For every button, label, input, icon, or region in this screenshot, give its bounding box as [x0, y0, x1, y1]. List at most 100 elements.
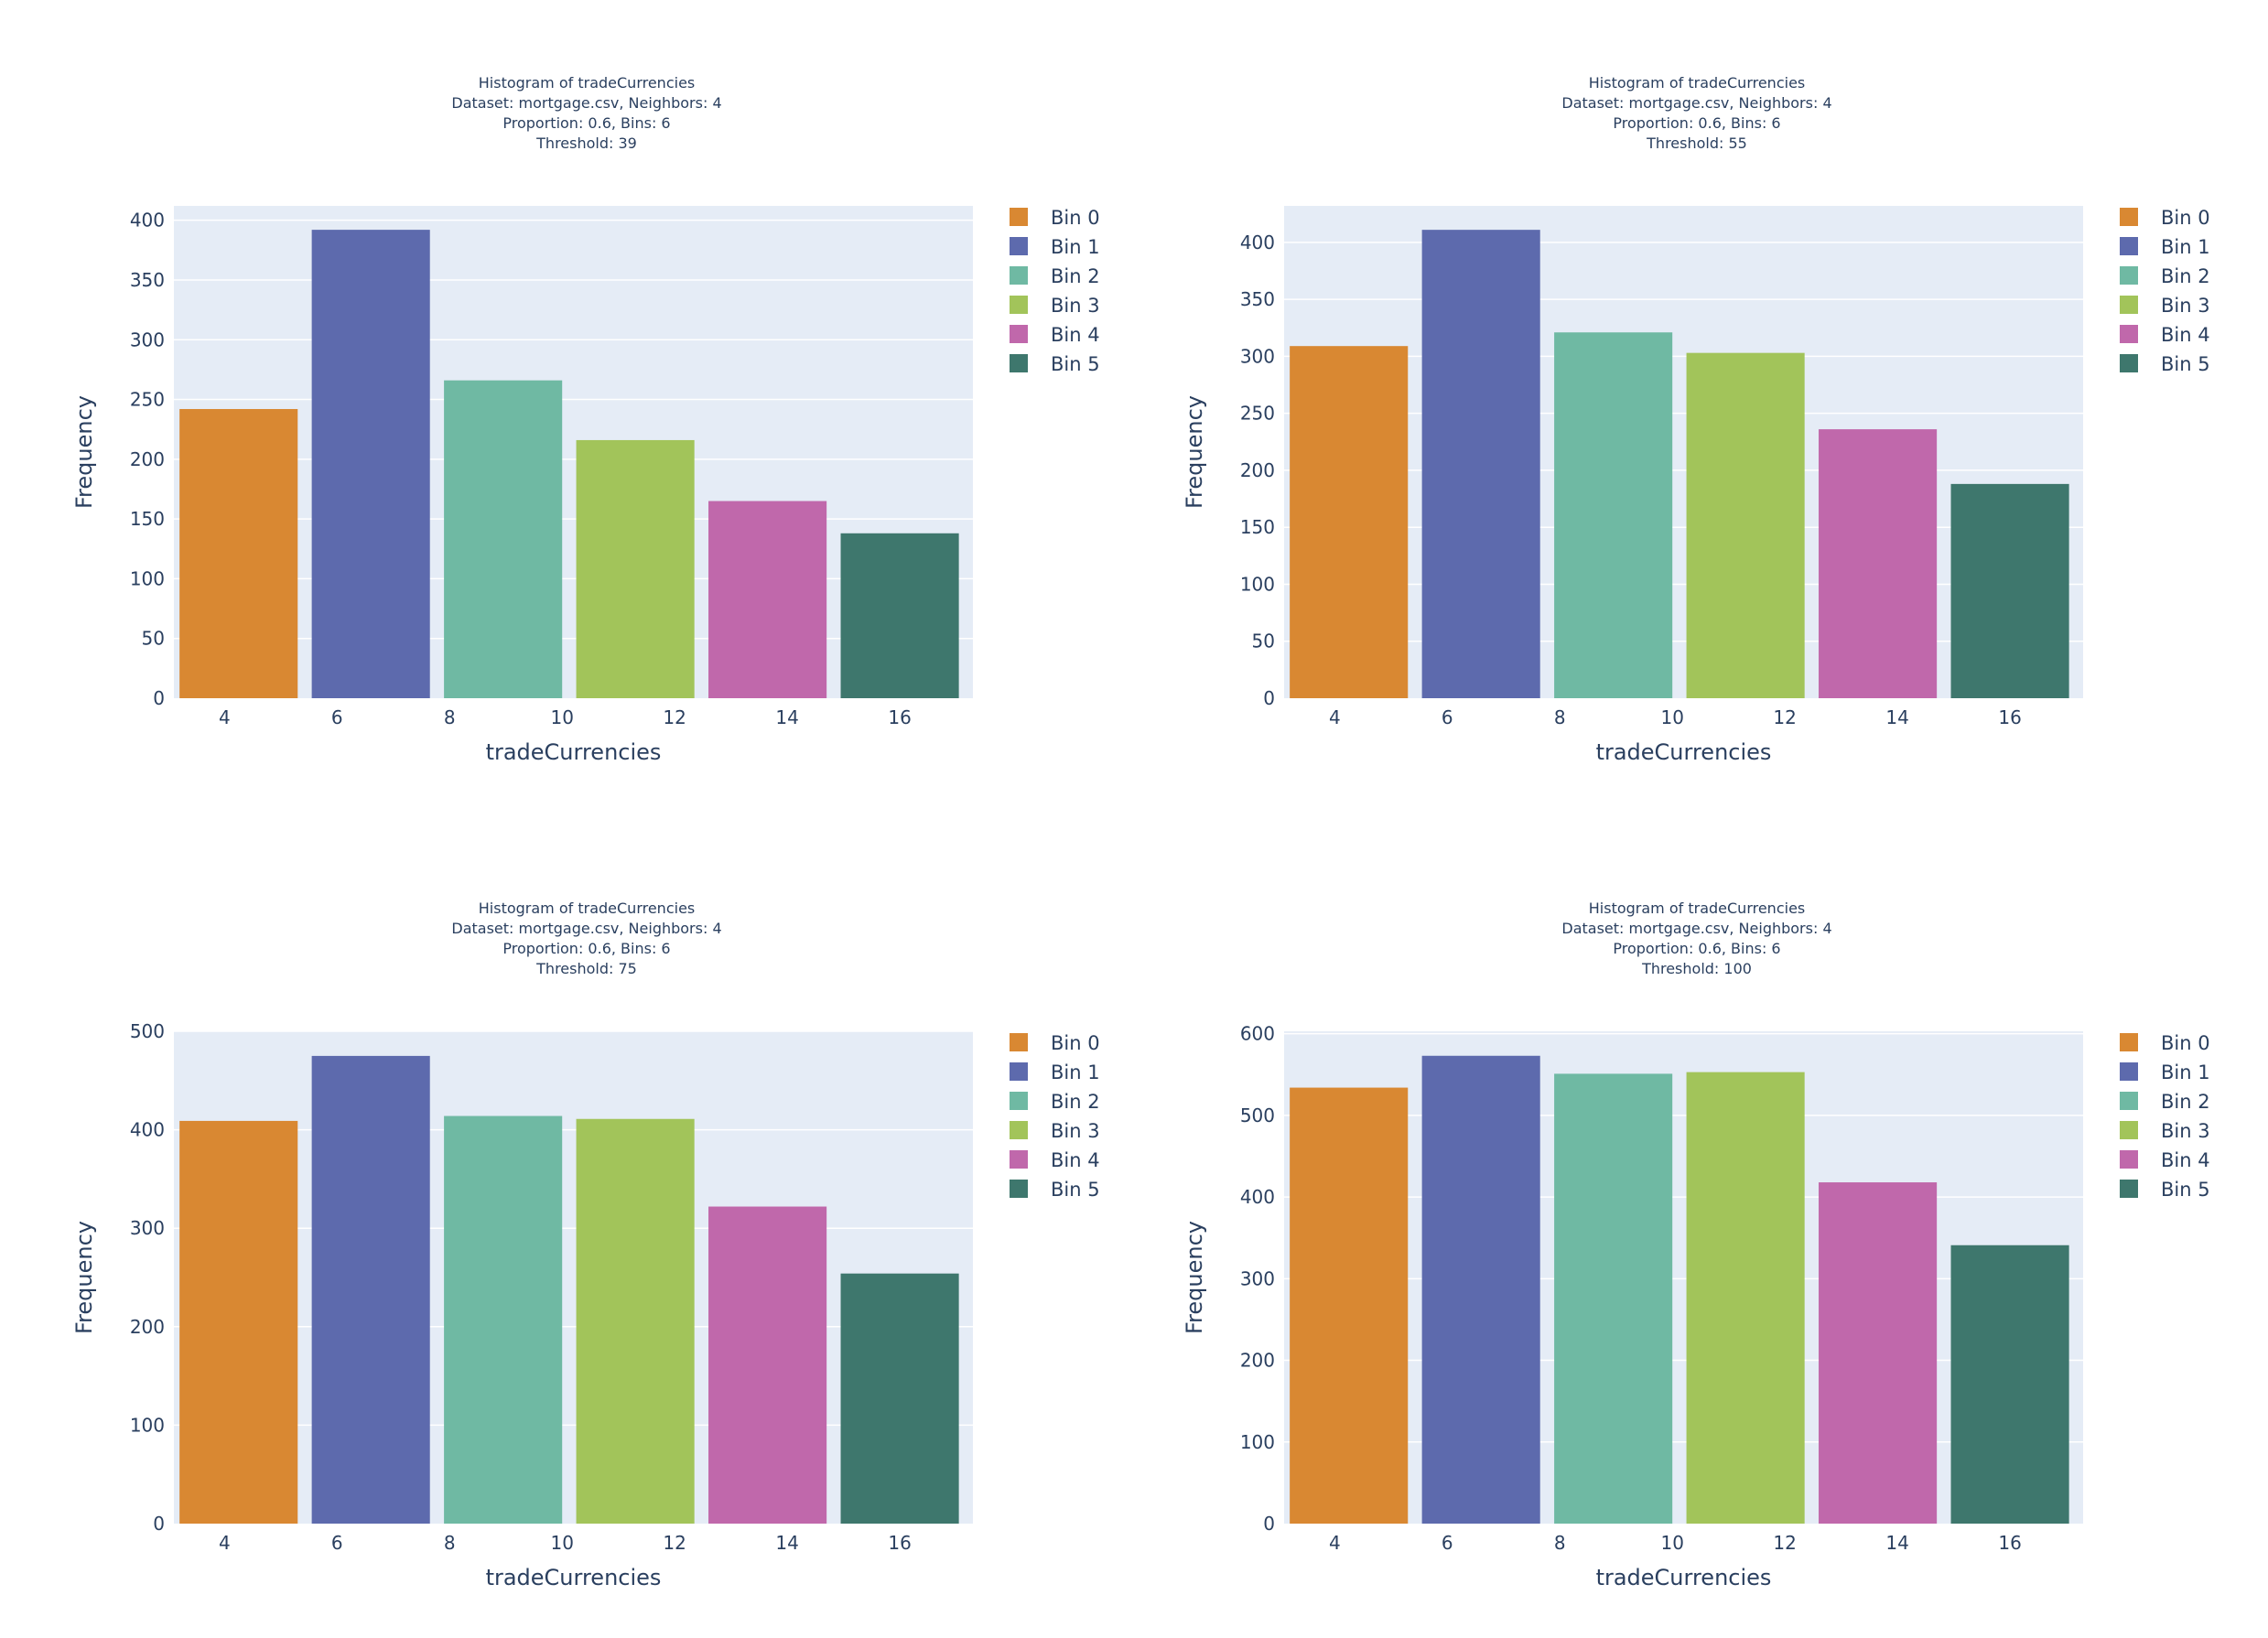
legend-swatch-4	[1010, 1150, 1028, 1169]
x-tick-label: 16	[1998, 706, 2021, 728]
legend: Bin 0 Bin 1 Bin 2 Bin 3 Bin 4 Bin 5	[1010, 1032, 1100, 1201]
y-axis-title: Frequency	[1182, 395, 1207, 509]
chart-title-line: Histogram of tradeCurrencies	[1589, 74, 1806, 92]
x-axis-title: tradeCurrencies	[486, 739, 662, 765]
chart-panel-3: Histogram of tradeCurrencies Dataset: mor…	[71, 900, 1100, 1590]
x-tick-label: 8	[444, 706, 456, 728]
legend-label-0: Bin 0	[1051, 1032, 1100, 1054]
y-tick-label: 500	[130, 1020, 165, 1042]
y-tick-label: 200	[130, 448, 165, 470]
bar-bin-5	[1950, 1245, 2069, 1524]
y-tick-label: 100	[1240, 1431, 1275, 1453]
bar-bin-5	[1950, 483, 2069, 698]
legend-swatch-1	[2120, 1062, 2138, 1081]
x-tick-label: 14	[1885, 706, 1908, 728]
chart-title-line: Threshold: 39	[535, 135, 637, 152]
chart-title-line: Proportion: 0.6, Bins: 6	[502, 940, 670, 957]
legend-swatch-3	[2120, 296, 2138, 314]
x-tick-label: 12	[1773, 1532, 1796, 1554]
y-tick-label: 100	[130, 567, 165, 589]
bar-bin-0	[1290, 346, 1409, 698]
x-tick-label: 6	[331, 1532, 343, 1554]
bar-bin-3	[576, 1118, 695, 1524]
legend-label-1: Bin 1	[1051, 236, 1100, 258]
legend-swatch-5	[2120, 1180, 2138, 1198]
y-tick-label: 400	[1240, 1186, 1275, 1208]
chart-title-line: Histogram of tradeCurrencies	[479, 900, 696, 917]
x-tick-label: 4	[219, 1532, 231, 1554]
x-tick-label: 10	[550, 1532, 573, 1554]
legend-label-2: Bin 2	[2161, 265, 2210, 287]
chart-title-line: Proportion: 0.6, Bins: 6	[1613, 114, 1780, 132]
bar-bin-1	[311, 1055, 430, 1524]
x-tick-label: 6	[1442, 706, 1453, 728]
legend-label-1: Bin 1	[1051, 1061, 1100, 1083]
legend-label-2: Bin 2	[2161, 1091, 2210, 1113]
y-tick-label: 0	[153, 687, 165, 709]
legend-swatch-5	[1010, 1180, 1028, 1198]
x-tick-label: 16	[888, 1532, 911, 1554]
y-axis-title: Frequency	[1182, 1221, 1207, 1334]
chart-panel-2: Histogram of tradeCurrencies Dataset: mor…	[1182, 74, 2210, 765]
x-tick-label: 8	[1554, 1532, 1566, 1554]
plot-area	[1284, 206, 2083, 698]
y-tick-label: 500	[1240, 1105, 1275, 1126]
legend-label-5: Bin 5	[2161, 1179, 2210, 1201]
chart-title-line: Histogram of tradeCurrencies	[1589, 900, 1806, 917]
legend-swatch-3	[2120, 1121, 2138, 1139]
bar-bin-5	[840, 533, 959, 698]
bar-bin-2	[444, 1115, 563, 1524]
x-tick-label: 16	[1998, 1532, 2021, 1554]
legend-swatch-1	[2120, 237, 2138, 255]
x-axis-title: tradeCurrencies	[1596, 739, 1772, 765]
y-tick-label: 150	[1240, 516, 1275, 538]
y-tick-label: 250	[1240, 403, 1275, 425]
x-tick-label: 12	[1773, 706, 1796, 728]
y-tick-label: 100	[1240, 573, 1275, 595]
chart-title-line: Threshold: 75	[535, 960, 637, 977]
legend-label-0: Bin 0	[2161, 207, 2210, 229]
y-axis-title: Frequency	[71, 395, 97, 509]
y-tick-label: 400	[130, 210, 165, 232]
legend-label-4: Bin 4	[2161, 324, 2210, 346]
chart-panel-1: Histogram of tradeCurrencies Dataset: mor…	[71, 74, 1100, 765]
x-tick-label: 8	[1554, 706, 1566, 728]
x-tick-label: 4	[1329, 706, 1341, 728]
bar-bin-0	[179, 1120, 298, 1524]
y-tick-label: 0	[1263, 687, 1275, 709]
legend-label-5: Bin 5	[1051, 1179, 1100, 1201]
bar-bin-1	[311, 230, 430, 698]
plot-area	[174, 206, 973, 698]
legend-label-5: Bin 5	[1051, 353, 1100, 375]
bar-bin-3	[1686, 1072, 1805, 1524]
legend-swatch-4	[2120, 1150, 2138, 1169]
y-tick-label: 150	[130, 508, 165, 530]
chart-title-line: Proportion: 0.6, Bins: 6	[1613, 940, 1780, 957]
legend-label-4: Bin 4	[1051, 1149, 1100, 1171]
bar-bin-1	[1421, 1055, 1540, 1524]
legend-label-3: Bin 3	[1051, 295, 1100, 317]
y-tick-label: 350	[1240, 288, 1275, 310]
chart-title-line: Proportion: 0.6, Bins: 6	[502, 114, 670, 132]
x-tick-label: 6	[1442, 1532, 1453, 1554]
legend-label-1: Bin 1	[2161, 236, 2210, 258]
x-axis-title: tradeCurrencies	[1596, 1565, 1772, 1590]
y-tick-label: 200	[130, 1316, 165, 1338]
bar-bin-2	[444, 380, 563, 698]
y-tick-label: 100	[130, 1414, 165, 1436]
legend-swatch-4	[1010, 325, 1028, 343]
x-tick-label: 12	[663, 1532, 686, 1554]
x-tick-label: 14	[775, 706, 798, 728]
legend-label-0: Bin 0	[2161, 1032, 2210, 1054]
legend-label-0: Bin 0	[1051, 207, 1100, 229]
legend-label-2: Bin 2	[1051, 1091, 1100, 1113]
x-tick-label: 6	[331, 706, 343, 728]
x-tick-label: 4	[219, 706, 231, 728]
chart-title-line: Dataset: mortgage.csv, Neighbors: 4	[451, 94, 721, 112]
x-tick-label: 4	[1329, 1532, 1341, 1554]
bar-bin-2	[1554, 1073, 1673, 1524]
chart-title-line: Dataset: mortgage.csv, Neighbors: 4	[451, 920, 721, 937]
bar-bin-3	[1686, 352, 1805, 698]
bar-bin-4	[1819, 1182, 1938, 1524]
